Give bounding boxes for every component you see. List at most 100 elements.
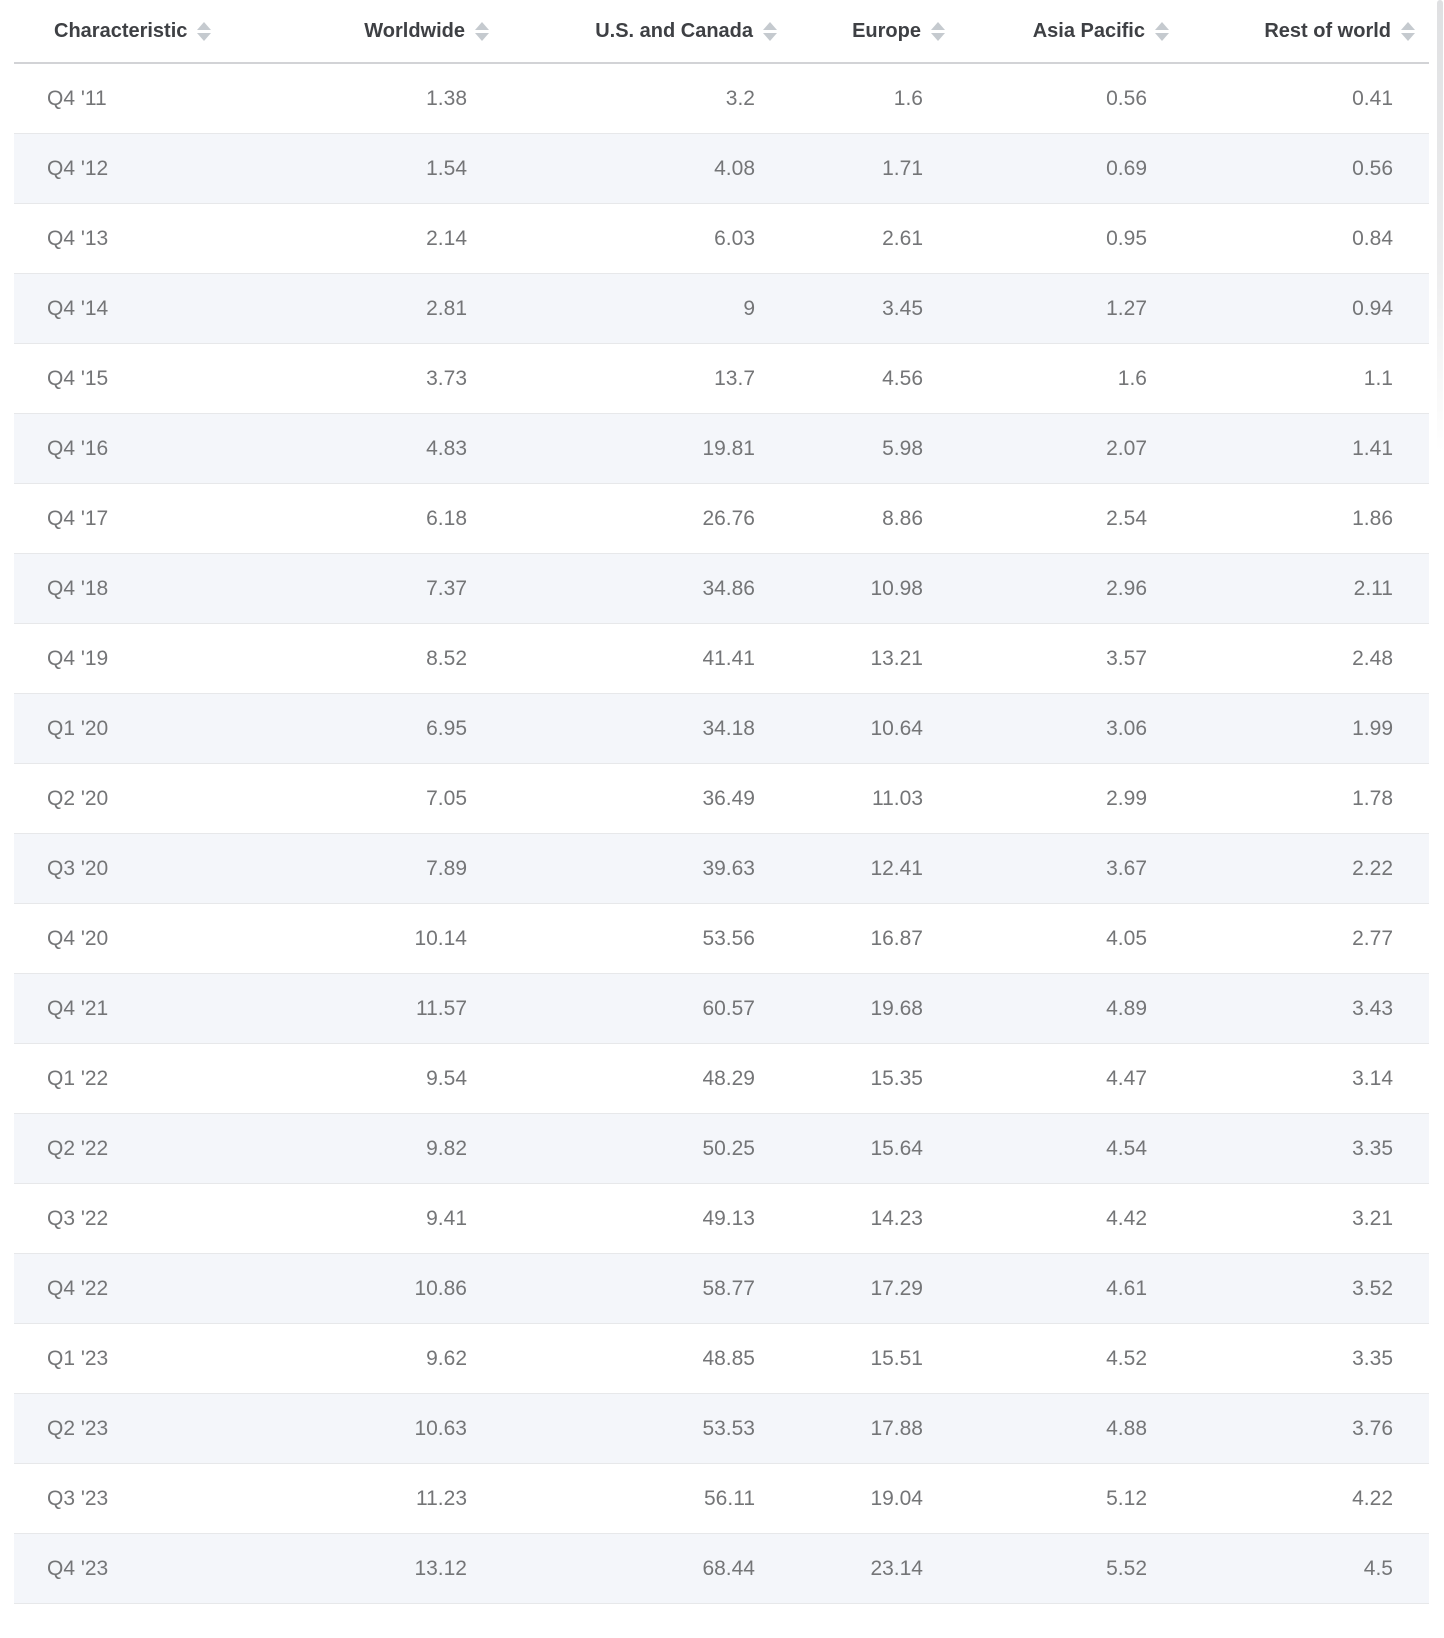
value-cell: 11.23 xyxy=(294,1463,503,1534)
value-cell: 50.25 xyxy=(503,1113,791,1184)
value-cell: 13.7 xyxy=(503,343,791,414)
column-header-worldwide[interactable]: Worldwide xyxy=(294,0,503,64)
value-cell: 53.56 xyxy=(503,903,791,974)
vertical-scrollbar-thumb[interactable] xyxy=(1437,0,1443,452)
row-label-cell: Q2 '23 xyxy=(14,1393,294,1464)
row-label-cell: Q4 '19 xyxy=(14,623,294,694)
table-row: Q3 '22 9.41 49.13 14.23 4.42 3.21 xyxy=(14,1183,1429,1254)
column-header-europe[interactable]: Europe xyxy=(791,0,959,64)
table-row: Q2 '20 7.05 36.49 11.03 2.99 1.78 xyxy=(14,763,1429,834)
table-header: Characteristic Worldwide U.S. and Canada xyxy=(14,0,1429,64)
row-label-cell: Q2 '22 xyxy=(14,1113,294,1184)
value-cell: 2.54 xyxy=(959,483,1183,554)
table-row: Q4 '12 1.54 4.08 1.71 0.69 0.56 xyxy=(14,133,1429,204)
row-label-cell: Q1 '22 xyxy=(14,1043,294,1114)
table-row: Q4 '19 8.52 41.41 13.21 3.57 2.48 xyxy=(14,623,1429,694)
sort-descending-icon xyxy=(197,32,212,41)
value-cell: 14.23 xyxy=(791,1183,959,1254)
value-cell: 0.94 xyxy=(1183,273,1429,344)
value-cell: 13.21 xyxy=(791,623,959,694)
column-header-label: Europe xyxy=(852,19,921,42)
value-cell: 26.76 xyxy=(503,483,791,554)
sort-ascending-icon xyxy=(931,21,945,30)
value-cell: 15.51 xyxy=(791,1323,959,1394)
value-cell: 1.41 xyxy=(1183,413,1429,484)
table-row: Q4 '13 2.14 6.03 2.61 0.95 0.84 xyxy=(14,203,1429,274)
value-cell: 3.57 xyxy=(959,623,1183,694)
table-row: Q1 '22 9.54 48.29 15.35 4.47 3.14 xyxy=(14,1043,1429,1114)
value-cell: 19.04 xyxy=(791,1463,959,1534)
sort-descending-icon xyxy=(1155,32,1169,41)
column-header-asia-pacific[interactable]: Asia Pacific xyxy=(959,0,1183,64)
value-cell: 10.14 xyxy=(294,903,503,974)
table-row: Q4 '17 6.18 26.76 8.86 2.54 1.86 xyxy=(14,483,1429,554)
value-cell: 12.41 xyxy=(791,833,959,904)
value-cell: 19.68 xyxy=(791,973,959,1044)
value-cell: 6.03 xyxy=(503,203,791,274)
table-row: Q4 '16 4.83 19.81 5.98 2.07 1.41 xyxy=(14,413,1429,484)
table-row: Q3 '23 11.23 56.11 19.04 5.12 4.22 xyxy=(14,1463,1429,1534)
value-cell: 2.96 xyxy=(959,553,1183,624)
sort-icon[interactable] xyxy=(475,21,489,41)
table-row: Q4 '23 13.12 68.44 23.14 5.52 4.5 xyxy=(14,1533,1429,1604)
value-cell: 48.29 xyxy=(503,1043,791,1114)
sort-icon[interactable] xyxy=(1401,21,1415,41)
row-label-cell: Q4 '14 xyxy=(14,273,294,344)
value-cell: 7.05 xyxy=(294,763,503,834)
value-cell: 9.82 xyxy=(294,1113,503,1184)
value-cell: 4.08 xyxy=(503,133,791,204)
table-row: Q3 '20 7.89 39.63 12.41 3.67 2.22 xyxy=(14,833,1429,904)
table-body: Q4 '11 1.38 3.2 1.6 0.56 0.41 Q4 '12 1.54 4.08 1.… xyxy=(14,63,1429,1604)
row-label-cell: Q3 '22 xyxy=(14,1183,294,1254)
table-row: Q2 '23 10.63 53.53 17.88 4.88 3.76 xyxy=(14,1393,1429,1464)
value-cell: 1.86 xyxy=(1183,483,1429,554)
table-row: Q1 '23 9.62 48.85 15.51 4.52 3.35 xyxy=(14,1323,1429,1394)
column-header-rest-of-world[interactable]: Rest of world xyxy=(1183,0,1429,64)
value-cell: 34.18 xyxy=(503,693,791,764)
value-cell: 60.57 xyxy=(503,973,791,1044)
column-header-label: Worldwide xyxy=(364,19,465,42)
row-label-cell: Q4 '17 xyxy=(14,483,294,554)
sort-descending-icon xyxy=(763,32,777,41)
value-cell: 3.43 xyxy=(1183,973,1429,1044)
value-cell: 3.73 xyxy=(294,343,503,414)
value-cell: 9.41 xyxy=(294,1183,503,1254)
value-cell: 9 xyxy=(503,273,791,344)
sort-icon[interactable] xyxy=(1155,21,1169,41)
row-label-cell: Q1 '23 xyxy=(14,1323,294,1394)
value-cell: 4.05 xyxy=(959,903,1183,974)
sort-ascending-icon xyxy=(763,21,777,30)
value-cell: 16.87 xyxy=(791,903,959,974)
column-header-label: U.S. and Canada xyxy=(595,19,753,42)
sort-descending-icon xyxy=(1401,32,1415,41)
sort-descending-icon xyxy=(475,32,489,41)
value-cell: 5.12 xyxy=(959,1463,1183,1534)
row-label-cell: Q4 '21 xyxy=(14,973,294,1044)
value-cell: 6.18 xyxy=(294,483,503,554)
column-header-characteristic[interactable]: Characteristic xyxy=(14,0,294,64)
value-cell: 10.63 xyxy=(294,1393,503,1464)
row-label-cell: Q4 '20 xyxy=(14,903,294,974)
value-cell: 1.27 xyxy=(959,273,1183,344)
value-cell: 2.99 xyxy=(959,763,1183,834)
value-cell: 2.48 xyxy=(1183,623,1429,694)
value-cell: 5.98 xyxy=(791,413,959,484)
value-cell: 4.88 xyxy=(959,1393,1183,1464)
value-cell: 4.47 xyxy=(959,1043,1183,1114)
value-cell: 4.42 xyxy=(959,1183,1183,1254)
value-cell: 10.98 xyxy=(791,553,959,624)
value-cell: 3.2 xyxy=(503,63,791,134)
table-row: Q4 '21 11.57 60.57 19.68 4.89 3.43 xyxy=(14,973,1429,1044)
value-cell: 2.81 xyxy=(294,273,503,344)
sort-icon[interactable] xyxy=(763,21,777,41)
sort-icon[interactable] xyxy=(197,21,212,41)
value-cell: 15.35 xyxy=(791,1043,959,1114)
value-cell: 0.56 xyxy=(959,63,1183,134)
table-row: Q4 '20 10.14 53.56 16.87 4.05 2.77 xyxy=(14,903,1429,974)
sort-descending-icon xyxy=(931,32,945,41)
value-cell: 15.64 xyxy=(791,1113,959,1184)
column-header-us-and-canada[interactable]: U.S. and Canada xyxy=(503,0,791,64)
row-label-cell: Q1 '20 xyxy=(14,693,294,764)
sort-icon[interactable] xyxy=(931,21,945,41)
